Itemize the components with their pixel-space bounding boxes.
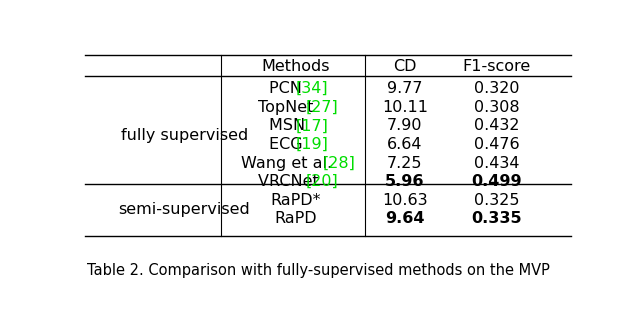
Text: RaPD*: RaPD* xyxy=(271,193,321,208)
Text: PCN: PCN xyxy=(269,81,307,96)
Text: semi-supervised: semi-supervised xyxy=(118,202,250,217)
Text: 0.325: 0.325 xyxy=(474,193,520,208)
Text: 7.90: 7.90 xyxy=(387,118,422,133)
Text: RaPD: RaPD xyxy=(275,212,317,226)
Text: 0.476: 0.476 xyxy=(474,137,520,152)
Text: TopNet: TopNet xyxy=(259,100,319,115)
Text: [17]: [17] xyxy=(296,118,328,133)
Text: Table 2. Comparison with fully-supervised methods on the MVP: Table 2. Comparison with fully-supervise… xyxy=(88,263,550,278)
Text: 10.63: 10.63 xyxy=(382,193,428,208)
Text: [27]: [27] xyxy=(306,100,339,115)
Text: Methods: Methods xyxy=(262,59,330,74)
Text: CD: CD xyxy=(393,59,417,74)
Text: [20]: [20] xyxy=(306,174,339,189)
Text: 0.434: 0.434 xyxy=(474,156,520,170)
Text: 0.335: 0.335 xyxy=(471,212,522,226)
Text: 0.320: 0.320 xyxy=(474,81,520,96)
Text: 0.308: 0.308 xyxy=(474,100,520,115)
Text: 5.96: 5.96 xyxy=(385,174,424,189)
Text: Wang et al.: Wang et al. xyxy=(241,156,337,170)
Text: 0.432: 0.432 xyxy=(474,118,520,133)
Text: 0.499: 0.499 xyxy=(471,174,522,189)
Text: fully supervised: fully supervised xyxy=(120,128,248,143)
Text: 9.64: 9.64 xyxy=(385,212,424,226)
Text: 9.77: 9.77 xyxy=(387,81,422,96)
Text: VRCNet: VRCNet xyxy=(259,174,324,189)
Text: MSN: MSN xyxy=(269,118,310,133)
Text: [28]: [28] xyxy=(323,156,356,170)
Text: [19]: [19] xyxy=(296,137,328,152)
Text: 10.11: 10.11 xyxy=(382,100,428,115)
Text: ECG: ECG xyxy=(269,137,307,152)
Text: 6.64: 6.64 xyxy=(387,137,422,152)
Text: [34]: [34] xyxy=(296,81,328,96)
Text: 7.25: 7.25 xyxy=(387,156,422,170)
Text: F1-score: F1-score xyxy=(463,59,531,74)
